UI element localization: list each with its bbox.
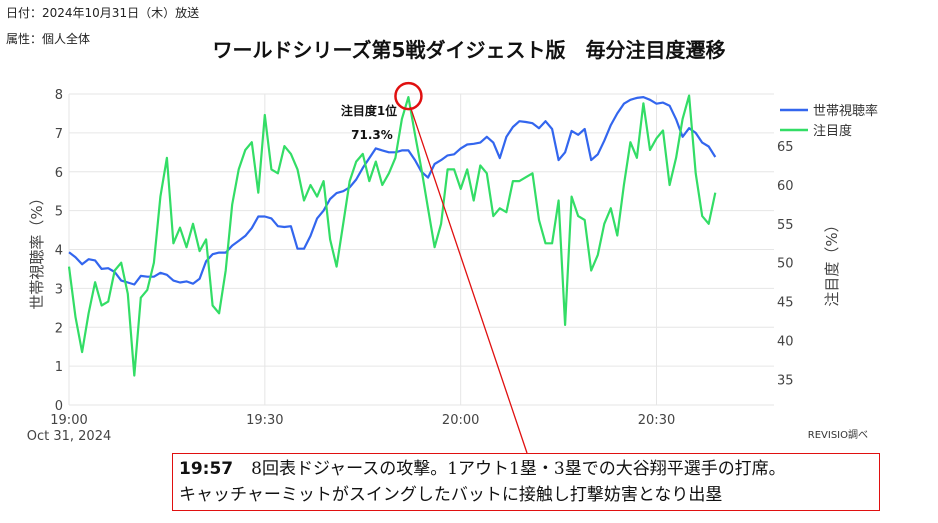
y-right-tick-label: 60 — [777, 179, 794, 194]
y-left-tick-label: 3 — [55, 282, 63, 297]
y-left-tick-label: 1 — [55, 360, 63, 375]
y-right-tick-label: 50 — [777, 257, 794, 272]
source-credit: REVISIO調べ — [807, 430, 868, 441]
legend-entry: 注目度 — [813, 123, 852, 139]
y-left-tick-label: 6 — [55, 166, 63, 181]
y-right-tick-label: 35 — [777, 373, 794, 388]
peak-highlight-circle — [394, 81, 423, 111]
y-left-tick-label: 5 — [55, 205, 63, 220]
series-line-viewing-rate — [68, 95, 717, 286]
chart-title: ワールドシリーズ第5戦ダイジェスト版 毎分注目度遷移 — [212, 38, 726, 62]
y-right-tick-label: 40 — [777, 334, 794, 349]
x-tick-label: 20:30 — [638, 413, 675, 428]
y-right-tick-label: 45 — [777, 296, 794, 311]
y-left-tick-label: 8 — [55, 88, 63, 103]
peak-annotation-label: 注目度1位 — [341, 103, 397, 118]
broadcast-date: 日付：2024年10月31日（木）放送 — [6, 6, 200, 20]
y-right-tick-label: 55 — [777, 218, 794, 233]
y-left-tick-label: 4 — [55, 244, 63, 259]
y-left-tick-label: 7 — [55, 127, 63, 142]
peak-connector-line — [409, 106, 528, 454]
note-time: 19:57 — [179, 459, 234, 479]
y-left-tick-label: 0 — [55, 399, 63, 414]
x-tick-label: 19:30 — [246, 413, 283, 428]
x-tick-label: 20:00 — [442, 413, 479, 428]
highlight-note-box: 19:57 8回表ドジャースの攻撃。1アウト1塁・3塁での大谷翔平選手の打席。 キ… — [172, 453, 880, 511]
legend-entry: 世帯視聴率 — [813, 103, 878, 119]
y-left-tick-label: 2 — [55, 321, 63, 336]
y-right-axis-title: 注目度（%） — [823, 217, 841, 306]
y-right-tick-label: 65 — [777, 140, 794, 155]
x-date-label: Oct 31, 2024 — [27, 429, 112, 444]
note-line-2: キャッチャーミットがスイングしたバットに接触し打撃妨害となり出塁 — [179, 485, 723, 505]
audience-attribute: 属性：個人全体 — [6, 32, 91, 46]
x-tick-label: 19:00 — [50, 413, 87, 428]
note-line-1: 8回表ドジャースの攻撃。1アウト1塁・3塁での大谷翔平選手の打席。 — [251, 459, 786, 479]
peak-annotation-value: 71.3% — [351, 128, 393, 142]
series-line-attention — [67, 94, 717, 377]
y-left-axis-title: 世帯視聴率（%） — [28, 190, 46, 309]
